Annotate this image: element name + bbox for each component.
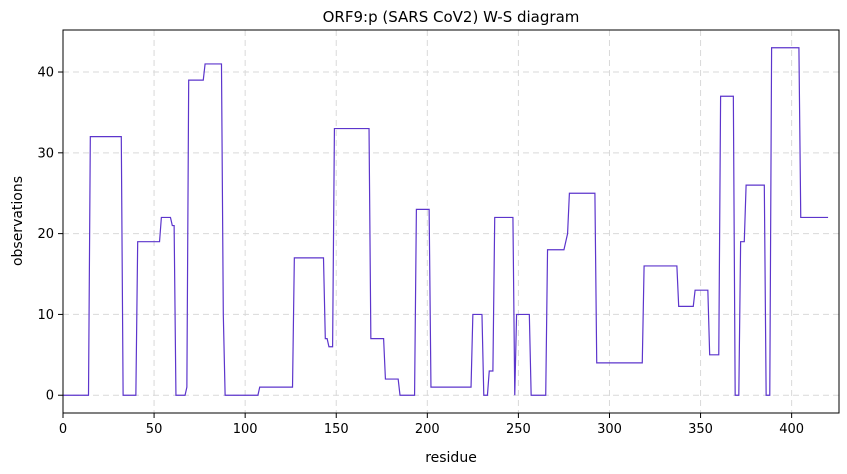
x-tick-label: 400	[779, 422, 804, 437]
x-tick-label: 200	[415, 422, 440, 437]
series-line-group	[63, 47, 829, 396]
x-axis-label: residue	[425, 450, 477, 466]
x-tick-label: 100	[233, 422, 258, 437]
x-axis-ticks: 0 50 100 150 200 250 300 350 400	[59, 413, 804, 437]
y-tick-label: 40	[37, 66, 54, 81]
y-tick-label: 20	[37, 227, 54, 242]
y-tick-label: 10	[37, 308, 54, 323]
y-tick-label: 0	[46, 389, 54, 404]
x-tick-label: 300	[597, 422, 622, 437]
x-tick-label: 250	[506, 422, 531, 437]
y-axis-ticks: 0 10 20 30 40	[37, 66, 63, 404]
y-tick-label: 30	[37, 146, 54, 161]
y-axis-label: observations	[10, 176, 26, 266]
chart-title: ORF9:p (SARS CoV2) W-S diagram	[323, 8, 580, 26]
series-line	[63, 47, 829, 396]
x-tick-label: 150	[324, 422, 349, 437]
grid	[62, 30, 839, 413]
plot-frame	[62, 29, 840, 414]
x-tick-label: 0	[59, 422, 67, 437]
x-tick-label: 50	[146, 422, 163, 437]
x-tick-label: 350	[688, 422, 713, 437]
